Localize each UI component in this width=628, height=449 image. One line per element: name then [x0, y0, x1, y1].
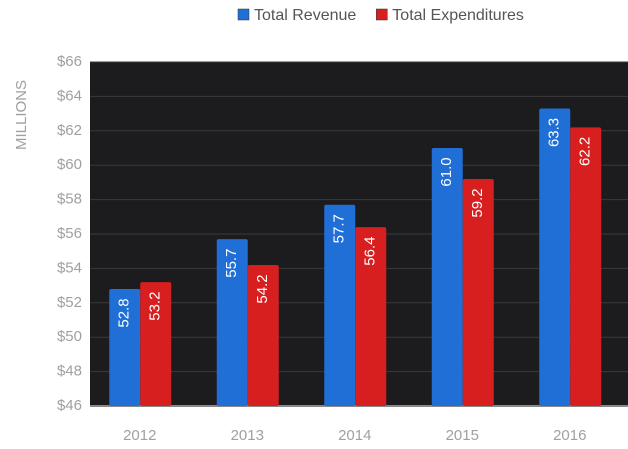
- x-tick-label: 2014: [338, 427, 371, 444]
- legend-label: Total Expenditures: [392, 7, 524, 24]
- bar: [431, 148, 463, 406]
- value-label: 63.3: [546, 118, 563, 147]
- y-tick-label: $58: [57, 191, 82, 208]
- y-tick-label: $54: [57, 259, 82, 276]
- bar: [216, 239, 248, 406]
- value-label: 62.2: [577, 137, 594, 166]
- bar: [462, 178, 494, 406]
- value-label: 61.0: [438, 157, 455, 186]
- y-tick-label: $66: [57, 53, 82, 70]
- x-tick-label: 2016: [553, 427, 586, 444]
- value-label: 54.2: [254, 274, 271, 303]
- bar: [355, 227, 387, 406]
- x-tick-label: 2013: [231, 427, 264, 444]
- bar: [539, 108, 571, 406]
- legend-swatch: [237, 8, 250, 21]
- y-tick-label: $60: [57, 156, 82, 173]
- bar: [324, 204, 356, 406]
- y-tick-label: $64: [57, 87, 82, 104]
- y-tick-label: $56: [57, 225, 82, 242]
- bar: [140, 282, 172, 406]
- value-label: 52.8: [116, 298, 133, 327]
- x-tick-label: 2015: [446, 427, 479, 444]
- y-tick-label: $52: [57, 294, 82, 311]
- y-tick-label: $62: [57, 122, 82, 139]
- legend-label: Total Revenue: [254, 7, 356, 24]
- bar: [570, 127, 602, 407]
- y-axis-label: MILLIONS: [13, 80, 30, 150]
- y-tick-label: $50: [57, 328, 82, 345]
- y-tick-label: $46: [57, 397, 82, 414]
- value-label: 53.2: [147, 292, 164, 321]
- y-tick-label: $48: [57, 363, 82, 380]
- bar: [109, 289, 141, 406]
- value-label: 57.7: [331, 214, 348, 243]
- legend-swatch: [376, 8, 388, 21]
- bar: [247, 264, 279, 406]
- value-label: 55.7: [223, 249, 240, 278]
- value-label: 59.2: [469, 188, 486, 217]
- value-label: 56.4: [362, 237, 379, 266]
- x-tick-label: 2012: [123, 427, 156, 444]
